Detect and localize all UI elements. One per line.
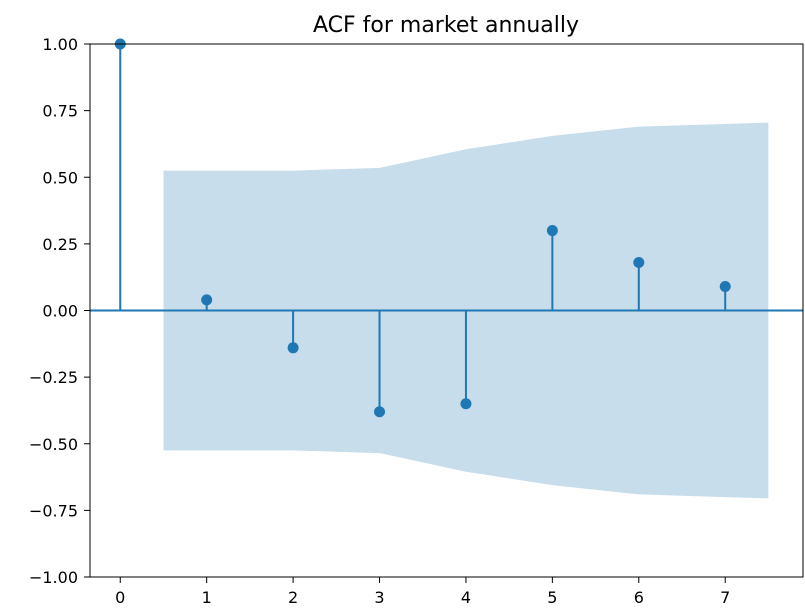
acf-marker-lag-6	[633, 257, 645, 269]
x-tick-label: 2	[288, 588, 298, 607]
x-tick-label: 0	[115, 588, 125, 607]
x-tick-label: 4	[461, 588, 471, 607]
acf-marker-lag-5	[546, 225, 558, 237]
y-tick-label: 1.00	[42, 35, 78, 54]
x-tick-label: 7	[720, 588, 730, 607]
acf-marker-lag-7	[719, 281, 731, 293]
y-tick-label: 0.75	[42, 102, 78, 121]
x-tick-label: 5	[547, 588, 557, 607]
x-tick-label: 6	[634, 588, 644, 607]
acf-marker-lag-1	[201, 294, 213, 306]
y-tick-label: 0.25	[42, 235, 78, 254]
acf-marker-lag-4	[460, 398, 472, 410]
y-tick-label: −0.25	[29, 368, 78, 387]
chart-title: ACF for market annually	[313, 13, 579, 38]
x-tick-label: 1	[202, 588, 212, 607]
y-tick-label: −0.75	[29, 501, 78, 520]
acf-marker-lag-2	[287, 342, 299, 354]
y-tick-label: −0.50	[29, 435, 78, 454]
y-tick-label: 0.00	[42, 302, 78, 321]
y-tick-label: 0.50	[42, 168, 78, 187]
acf-marker-lag-3	[374, 406, 386, 418]
x-tick-label: 3	[374, 588, 384, 607]
y-tick-label: −1.00	[29, 568, 78, 587]
